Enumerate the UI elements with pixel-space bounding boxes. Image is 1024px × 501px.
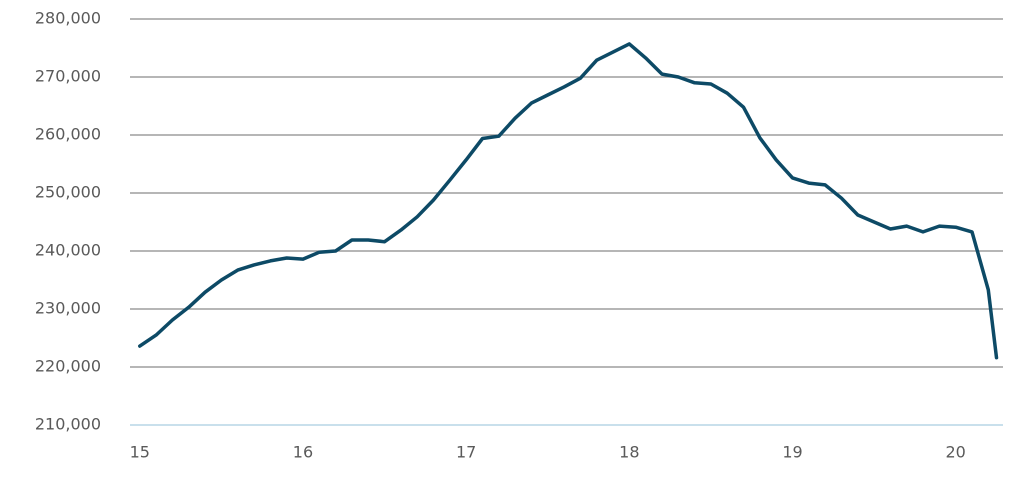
y-tick-label: 240,000	[35, 241, 101, 260]
y-tick-label: 260,000	[35, 125, 101, 144]
y-tick-label: 280,000	[35, 9, 101, 28]
x-tick-label: 19	[782, 443, 802, 462]
x-tick-label: 17	[456, 443, 476, 462]
x-tick-label: 20	[945, 443, 965, 462]
x-tick-label: 16	[293, 443, 313, 462]
y-tick-label: 230,000	[35, 299, 101, 318]
y-tick-label: 210,000	[35, 415, 101, 434]
y-tick-label: 250,000	[35, 183, 101, 202]
x-tick-label: 15	[130, 443, 150, 462]
y-tick-label: 270,000	[35, 67, 101, 86]
x-tick-label: 18	[619, 443, 639, 462]
data-line	[138, 42, 999, 360]
y-tick-label: 220,000	[35, 357, 101, 376]
